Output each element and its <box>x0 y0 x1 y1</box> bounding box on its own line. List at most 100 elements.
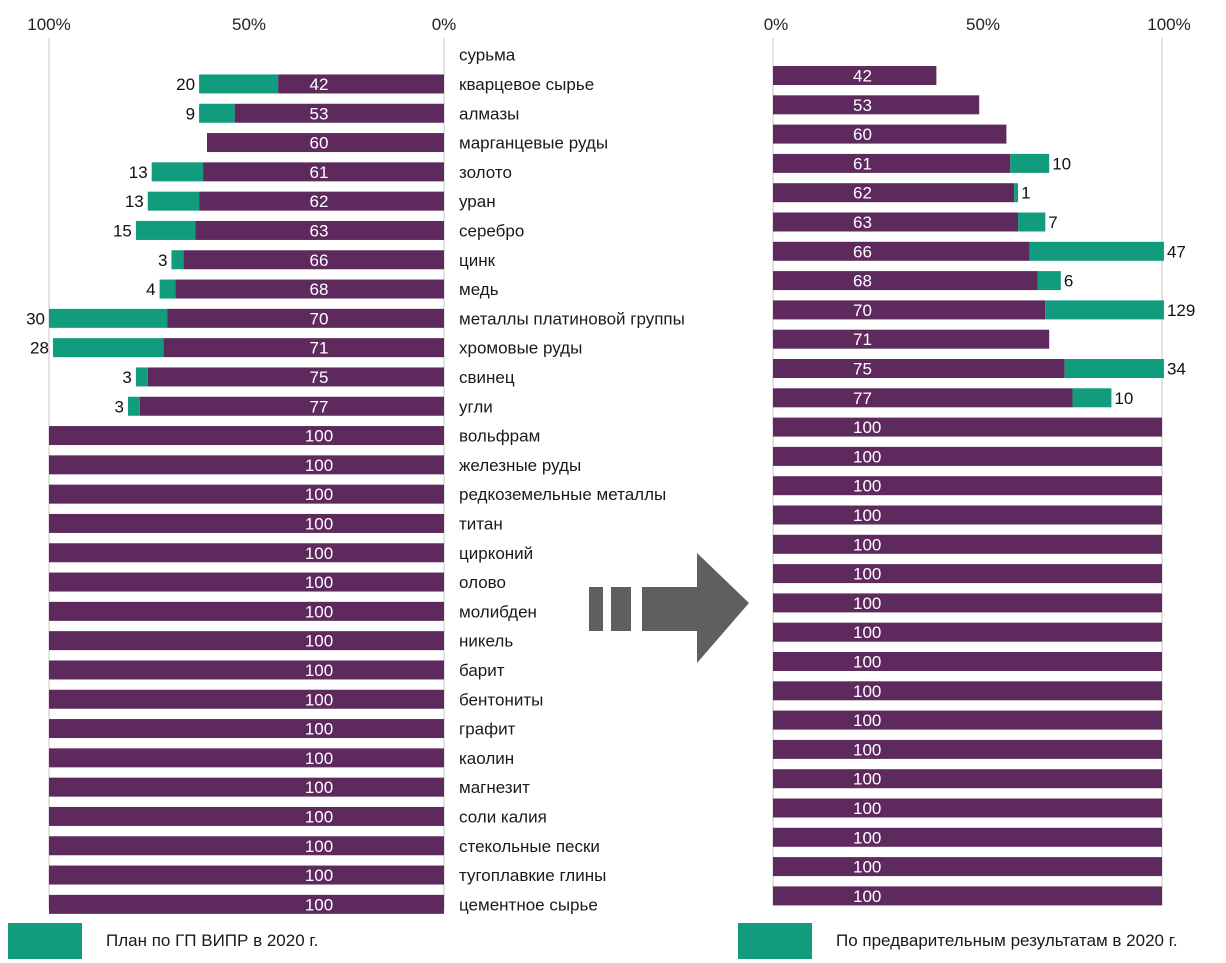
bar-base <box>203 162 444 182</box>
category-label: редкоземельные металлы <box>459 485 666 504</box>
bar-base <box>278 74 444 94</box>
bar-extra <box>1072 388 1112 408</box>
bar-base <box>773 564 1162 584</box>
bar-extra <box>147 191 200 211</box>
bar-value-label: 100 <box>305 778 333 797</box>
bar-value-label: 100 <box>853 770 881 789</box>
bar-value-label: 100 <box>305 514 333 533</box>
bar-base <box>207 133 444 153</box>
bar-extra-label: 30 <box>26 309 45 328</box>
bar-extra-label: 7 <box>1048 213 1057 232</box>
bar-value-label: 100 <box>305 573 333 592</box>
bar-extra-label: 13 <box>129 163 148 182</box>
arrow-icon <box>697 553 749 663</box>
legend-label: План по ГП ВИПР в 2020 г. <box>106 931 319 950</box>
bar-extra <box>1037 271 1061 291</box>
bar-base <box>773 476 1162 496</box>
category-label: свинец <box>459 368 515 387</box>
bar-value-label: 100 <box>305 807 333 826</box>
bar-extra <box>128 396 140 416</box>
bar-value-label: 100 <box>305 720 333 739</box>
bar-value-label: 63 <box>853 213 872 232</box>
bar-value-label: 100 <box>305 632 333 651</box>
bar-extra <box>199 103 235 123</box>
bar-base <box>773 534 1162 554</box>
bar-base <box>773 417 1162 437</box>
bar-base <box>49 543 444 563</box>
bar-base <box>773 388 1073 408</box>
bar-base <box>49 777 444 797</box>
bar-base <box>773 95 980 115</box>
category-label: стекольные пески <box>459 837 600 856</box>
bar-value-label: 66 <box>853 242 872 261</box>
bar-base <box>195 220 444 240</box>
x-tick-label: 0% <box>764 15 789 34</box>
bar-value-label: 77 <box>853 389 872 408</box>
bar-value-label: 60 <box>310 134 329 153</box>
bar-value-label: 100 <box>853 477 881 496</box>
bar-base <box>49 631 444 651</box>
bar-base <box>175 279 444 299</box>
bar-value-label: 100 <box>853 740 881 759</box>
x-tick-label: 100% <box>27 15 70 34</box>
bar-extra <box>1010 153 1050 173</box>
bar-extra <box>135 367 148 387</box>
bar-value-label: 61 <box>310 163 329 182</box>
bar-extra-label: 10 <box>1114 389 1133 408</box>
bar-value-label: 53 <box>310 104 329 123</box>
bar-base <box>49 426 444 446</box>
bar-value-label: 60 <box>853 125 872 144</box>
bar-value-label: 100 <box>853 623 881 642</box>
bar-extra-label: 15 <box>113 221 132 240</box>
bar-value-label: 100 <box>853 799 881 818</box>
bar-value-label: 70 <box>310 309 329 328</box>
bar-base <box>139 396 444 416</box>
x-tick-label: 50% <box>966 15 1000 34</box>
category-label: цементное сырье <box>459 895 598 914</box>
bar-extra-label: 28 <box>30 339 49 358</box>
bar-base <box>773 359 1065 378</box>
arrow-dash <box>589 587 603 631</box>
bar-base <box>49 660 444 680</box>
bar-value-label: 42 <box>310 75 329 94</box>
category-label: металлы платиновой группы <box>459 309 685 328</box>
bar-value-label: 62 <box>310 192 329 211</box>
bar-base <box>167 308 444 328</box>
bar-base <box>773 652 1162 671</box>
bar-extra-label: 47 <box>1167 242 1186 261</box>
bar-extra-label: 129 <box>1167 301 1195 320</box>
legend-right: По предварительным результатам в 2020 г. <box>738 923 1178 959</box>
bar-base <box>234 103 444 123</box>
bar-value-label: 100 <box>305 427 333 446</box>
bar-base <box>773 827 1162 847</box>
bar-value-label: 66 <box>310 251 329 270</box>
bar-value-label: 42 <box>853 67 872 86</box>
bar-base <box>49 572 444 592</box>
bar-extra-label: 13 <box>125 192 144 211</box>
category-label: медь <box>459 280 499 299</box>
bar-base <box>49 865 444 885</box>
bar-base <box>49 455 444 475</box>
bar-base <box>49 748 444 768</box>
bar-value-label: 100 <box>853 447 881 466</box>
bar-value-label: 62 <box>853 184 872 203</box>
bar-value-label: 70 <box>853 301 872 320</box>
bar-value-label: 100 <box>853 594 881 613</box>
left-chart: 100% 50% 0%сурьма кварцевое сырье 42 20 алмазы… <box>26 15 685 914</box>
category-label: уран <box>459 192 496 211</box>
bar-base <box>773 798 1162 818</box>
bar-base <box>773 593 1162 613</box>
legend-label: По предварительным результатам в 2020 г. <box>836 931 1178 950</box>
bar-base <box>49 894 444 914</box>
bar-extra <box>1018 212 1046 232</box>
category-label: магнезит <box>459 778 530 797</box>
bar-value-label: 75 <box>310 368 329 387</box>
bar-base <box>773 183 1015 203</box>
legend-swatch <box>738 923 812 959</box>
bar-extra <box>171 250 184 270</box>
legend-swatch <box>8 923 82 959</box>
bar-value-label: 100 <box>853 711 881 730</box>
category-label: хромовые руды <box>459 339 582 358</box>
bar-base <box>773 857 1162 877</box>
bar-base <box>773 241 1030 261</box>
